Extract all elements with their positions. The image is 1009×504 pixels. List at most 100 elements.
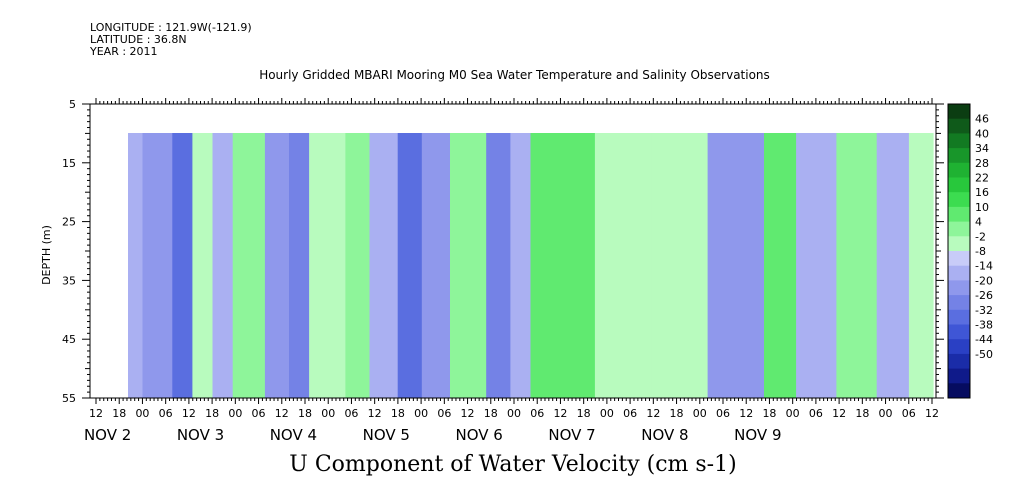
x-hour-label: 18 [391, 407, 405, 420]
x-hour-label: 12 [368, 407, 382, 420]
colorbar-swatch [948, 339, 970, 355]
x-day-label: NOV 3 [177, 426, 224, 444]
x-hour-label: 06 [623, 407, 637, 420]
x-hour-label: 06 [809, 407, 823, 420]
x-day-label: NOV 8 [641, 426, 688, 444]
colorbar-swatch [948, 295, 970, 311]
colorbar-swatch [948, 206, 970, 222]
chart-title: Hourly Gridded MBARI Mooring M0 Sea Wate… [259, 68, 770, 82]
colorbar-label: -20 [975, 274, 993, 287]
x-hour-label: 00 [228, 407, 242, 420]
x-hour-label: 00 [786, 407, 800, 420]
colorbar-swatch [948, 324, 970, 340]
colorbar-swatch [948, 280, 970, 296]
heatmap-band [421, 133, 451, 398]
colorbar-label: 16 [975, 186, 989, 199]
x-hour-label: 00 [879, 407, 893, 420]
colorbar-swatch [948, 148, 970, 164]
colorbar-swatch [948, 133, 970, 149]
colorbar-label: 40 [975, 127, 989, 140]
colorbar-label: -8 [975, 245, 986, 258]
x-hour-label: 00 [135, 407, 149, 420]
heatmap-band [192, 133, 214, 398]
heatmap-band [309, 133, 346, 398]
x-day-label: NOV 4 [270, 426, 317, 444]
x-hour-label: 12 [89, 407, 103, 420]
colorbar-label: -14 [975, 260, 993, 273]
colorbar-label: -32 [975, 304, 993, 317]
heatmap-band [232, 133, 266, 398]
x-hour-label: 00 [414, 407, 428, 420]
colorbar-label: 28 [975, 157, 989, 170]
y-tick-label: 5 [69, 98, 76, 111]
y-tick-label: 45 [62, 333, 76, 346]
x-hour-label: 06 [530, 407, 544, 420]
colorbar-swatch [948, 309, 970, 325]
x-hour-label: 12 [553, 407, 567, 420]
colorbar-frame [947, 103, 971, 399]
colorbar-swatch [948, 162, 970, 178]
heatmap-band [172, 133, 193, 398]
colorbar-label: 22 [975, 172, 989, 185]
colorbar-swatch [948, 104, 970, 120]
heatmap-band [651, 133, 709, 398]
x-day-label: NOV 5 [363, 426, 410, 444]
colorbar-label: 34 [975, 142, 989, 155]
x-hour-label: 12 [925, 407, 939, 420]
x-hour-label: 00 [600, 407, 614, 420]
x-hour-label: 06 [159, 407, 173, 420]
colorbar-label: -38 [975, 319, 993, 332]
x-hour-label: 06 [716, 407, 730, 420]
colorbar-label: -44 [975, 333, 993, 346]
x-day-label: NOV 2 [84, 426, 131, 444]
colorbar-label: 46 [975, 113, 989, 126]
heatmap-band [764, 133, 797, 398]
heatmap-band [510, 133, 532, 398]
colorbar-label: 10 [975, 201, 989, 214]
colorbar-swatch [948, 383, 970, 399]
x-hour-label: 12 [739, 407, 753, 420]
longitude-text: LONGITUDE : 121.9W(-121.9) [90, 21, 252, 34]
colorbar-label: -2 [975, 230, 986, 243]
heatmap-band [142, 133, 173, 398]
heatmap-band [212, 133, 234, 398]
colorbar-swatch [948, 118, 970, 134]
heatmap-band [450, 133, 487, 398]
x-axis-title: U Component of Water Velocity (cm s-1) [289, 452, 737, 477]
colorbar-swatch [948, 177, 970, 193]
x-day-label: NOV 7 [548, 426, 595, 444]
colorbar-swatch [948, 265, 970, 281]
x-axis: 12 18 00 06 12 18 00 06 12 18 00 06 12 18 00 06 12 18 00 06… [84, 98, 939, 444]
x-hour-label: 12 [182, 407, 196, 420]
x-hour-label: 18 [670, 407, 684, 420]
location-metadata: LONGITUDE : 121.9W(-121.9) LATITUDE : 36… [90, 22, 252, 58]
colorbar-label: 4 [975, 216, 982, 229]
heatmap-band [264, 133, 290, 398]
colorbar-swatch [948, 251, 970, 267]
x-hour-label: 12 [461, 407, 475, 420]
y-axis: 5 15 25 35 45 55 [62, 98, 944, 405]
heatmap-band [908, 133, 934, 398]
x-hour-label: 00 [693, 407, 707, 420]
heatmap-band [486, 133, 511, 398]
heatmap-band [289, 133, 310, 398]
heatmap-band [796, 133, 837, 398]
colorbar-swatch [948, 353, 970, 369]
x-hour-label: 12 [832, 407, 846, 420]
x-hour-label: 06 [344, 407, 358, 420]
y-tick-label: 35 [62, 274, 76, 287]
colorbar-label: -26 [975, 289, 993, 302]
year-text: YEAR : 2011 [90, 45, 158, 58]
y-tick-label: 25 [62, 216, 76, 229]
x-hour-label: 18 [484, 407, 498, 420]
heatmap-band [128, 133, 144, 398]
colorbar-label: -50 [975, 348, 993, 361]
heatmap-band [369, 133, 399, 398]
colorbar-swatch [948, 368, 970, 384]
y-tick-label: 15 [62, 157, 76, 170]
x-hour-label: 18 [855, 407, 869, 420]
x-hour-label: 06 [437, 407, 451, 420]
heatmap-band [345, 133, 371, 398]
